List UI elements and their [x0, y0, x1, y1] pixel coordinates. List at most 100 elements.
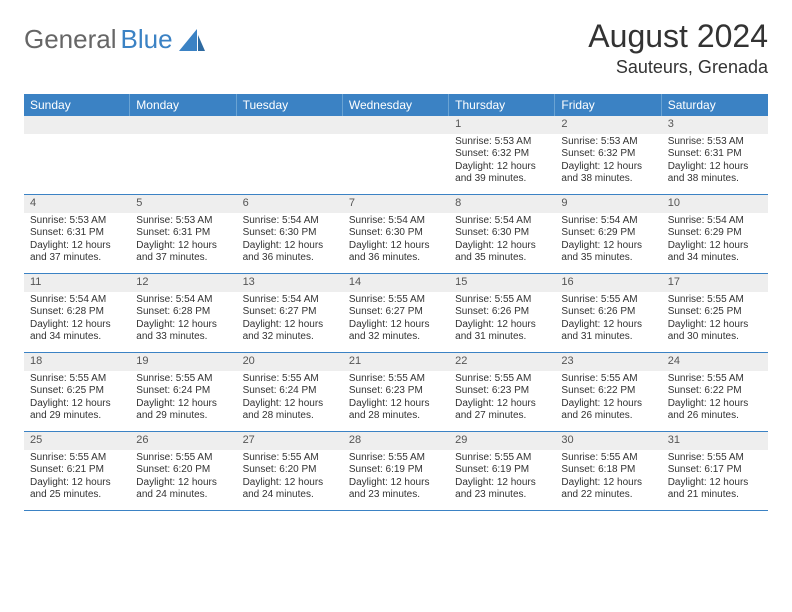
week-row: 11Sunrise: 5:54 AMSunset: 6:28 PMDayligh… [24, 274, 768, 353]
sunset-line: Sunset: 6:20 PM [136, 464, 230, 477]
day-body: Sunrise: 5:53 AMSunset: 6:31 PMDaylight:… [662, 134, 768, 190]
day-cell [130, 116, 236, 194]
daylight-line: Daylight: 12 hours and 28 minutes. [243, 398, 337, 423]
sunrise-line: Sunrise: 5:54 AM [668, 215, 762, 228]
day-body: Sunrise: 5:55 AMSunset: 6:27 PMDaylight:… [343, 292, 449, 348]
day-number: 8 [449, 195, 555, 213]
sunset-line: Sunset: 6:31 PM [668, 148, 762, 161]
day-number: 26 [130, 432, 236, 450]
day-number: 16 [555, 274, 661, 292]
day-body: Sunrise: 5:55 AMSunset: 6:23 PMDaylight:… [343, 371, 449, 427]
day-cell: 15Sunrise: 5:55 AMSunset: 6:26 PMDayligh… [449, 274, 555, 352]
day-body: Sunrise: 5:54 AMSunset: 6:28 PMDaylight:… [130, 292, 236, 348]
sunrise-line: Sunrise: 5:55 AM [349, 294, 443, 307]
day-number: 27 [237, 432, 343, 450]
week-row: 18Sunrise: 5:55 AMSunset: 6:25 PMDayligh… [24, 353, 768, 432]
daylight-line: Daylight: 12 hours and 24 minutes. [136, 477, 230, 502]
daylight-line: Daylight: 12 hours and 32 minutes. [243, 319, 337, 344]
day-body: Sunrise: 5:55 AMSunset: 6:21 PMDaylight:… [24, 450, 130, 506]
day-cell: 13Sunrise: 5:54 AMSunset: 6:27 PMDayligh… [237, 274, 343, 352]
weekday-header: Saturday [662, 94, 768, 116]
sunset-line: Sunset: 6:22 PM [561, 385, 655, 398]
sunrise-line: Sunrise: 5:54 AM [243, 215, 337, 228]
day-body: Sunrise: 5:55 AMSunset: 6:24 PMDaylight:… [237, 371, 343, 427]
day-body: Sunrise: 5:55 AMSunset: 6:19 PMDaylight:… [449, 450, 555, 506]
sunset-line: Sunset: 6:32 PM [561, 148, 655, 161]
sunrise-line: Sunrise: 5:55 AM [136, 373, 230, 386]
weekday-header: Monday [130, 94, 236, 116]
sunrise-line: Sunrise: 5:55 AM [136, 452, 230, 465]
daylight-line: Daylight: 12 hours and 29 minutes. [136, 398, 230, 423]
day-cell [24, 116, 130, 194]
day-number: 28 [343, 432, 449, 450]
week-row: 25Sunrise: 5:55 AMSunset: 6:21 PMDayligh… [24, 432, 768, 511]
day-cell: 26 Sunrise: 5:55 AMSunset: 6:20 PMDayligh… [130, 432, 236, 510]
daylight-line: Daylight: 12 hours and 21 minutes. [668, 477, 762, 502]
day-number: 22 [449, 353, 555, 371]
day-body: Sunrise: 5:54 AMSunset: 6:30 PMDaylight:… [343, 213, 449, 269]
sunset-line: Sunset: 6:27 PM [243, 306, 337, 319]
day-cell: 28Sunrise: 5:55 AMSunset: 6:19 PMDayligh… [343, 432, 449, 510]
page-title: August 2024 [588, 18, 768, 55]
day-number: 10 [662, 195, 768, 213]
daylight-line: Daylight: 12 hours and 27 minutes. [455, 398, 549, 423]
day-cell: 21Sunrise: 5:55 AMSunset: 6:23 PMDayligh… [343, 353, 449, 431]
day-body: Sunrise: 5:53 AMSunset: 6:32 PMDaylight:… [555, 134, 661, 190]
day-body [343, 134, 449, 140]
sunset-line: Sunset: 6:28 PM [136, 306, 230, 319]
daylight-line: Daylight: 12 hours and 31 minutes. [455, 319, 549, 344]
day-number: 15 [449, 274, 555, 292]
calendar: SundayMondayTuesdayWednesdayThursdayFrid… [24, 94, 768, 511]
daylight-line: Daylight: 12 hours and 23 minutes. [455, 477, 549, 502]
daylight-line: Daylight: 12 hours and 33 minutes. [136, 319, 230, 344]
day-number: 2 [555, 116, 661, 134]
day-body: Sunrise: 5:55 AMSunset: 6:25 PMDaylight:… [24, 371, 130, 427]
weekday-header: Wednesday [343, 94, 449, 116]
day-cell: 23Sunrise: 5:55 AMSunset: 6:22 PMDayligh… [555, 353, 661, 431]
title-block: August 2024 Sauteurs, Grenada [588, 18, 768, 78]
day-body: Sunrise: 5:53 AMSunset: 6:31 PMDaylight:… [130, 213, 236, 269]
sunset-line: Sunset: 6:30 PM [455, 227, 549, 240]
day-body [24, 134, 130, 140]
daylight-line: Daylight: 12 hours and 38 minutes. [668, 161, 762, 186]
daylight-line: Daylight: 12 hours and 38 minutes. [561, 161, 655, 186]
day-number: 6 [237, 195, 343, 213]
sunrise-line: Sunrise: 5:53 AM [561, 136, 655, 149]
weekday-header: Sunday [24, 94, 130, 116]
sunrise-line: Sunrise: 5:54 AM [455, 215, 549, 228]
sunrise-line: Sunrise: 5:53 AM [455, 136, 549, 149]
daylight-line: Daylight: 12 hours and 37 minutes. [30, 240, 124, 265]
logo-sail-icon [179, 29, 205, 51]
day-body [237, 134, 343, 140]
sunrise-line: Sunrise: 5:55 AM [561, 373, 655, 386]
sunset-line: Sunset: 6:29 PM [668, 227, 762, 240]
sunrise-line: Sunrise: 5:55 AM [561, 452, 655, 465]
day-body: Sunrise: 5:53 AMSunset: 6:32 PMDaylight:… [449, 134, 555, 190]
day-body: Sunrise: 5:55 AMSunset: 6:22 PMDaylight:… [555, 371, 661, 427]
daylight-line: Daylight: 12 hours and 22 minutes. [561, 477, 655, 502]
sunset-line: Sunset: 6:27 PM [349, 306, 443, 319]
day-cell: 3Sunrise: 5:53 AMSunset: 6:31 PMDaylight… [662, 116, 768, 194]
day-cell: 20Sunrise: 5:55 AMSunset: 6:24 PMDayligh… [237, 353, 343, 431]
daylight-line: Daylight: 12 hours and 32 minutes. [349, 319, 443, 344]
sunset-line: Sunset: 6:24 PM [136, 385, 230, 398]
day-body: Sunrise: 5:55 AMSunset: 6:20 PMDaylight:… [237, 450, 343, 506]
day-cell: 1Sunrise: 5:53 AMSunset: 6:32 PMDaylight… [449, 116, 555, 194]
day-body: Sunrise: 5:55 AMSunset: 6:24 PMDaylight:… [130, 371, 236, 427]
day-number: 24 [662, 353, 768, 371]
sunset-line: Sunset: 6:32 PM [455, 148, 549, 161]
day-cell [343, 116, 449, 194]
sunset-line: Sunset: 6:18 PM [561, 464, 655, 477]
day-number: 30 [555, 432, 661, 450]
logo: GeneralBlue [24, 18, 205, 55]
day-body: Sunrise: 5:54 AMSunset: 6:29 PMDaylight:… [662, 213, 768, 269]
weekday-header: Friday [555, 94, 661, 116]
logo-text-general: General [24, 24, 117, 55]
day-cell: 12Sunrise: 5:54 AMSunset: 6:28 PMDayligh… [130, 274, 236, 352]
daylight-line: Daylight: 12 hours and 30 minutes. [668, 319, 762, 344]
day-body: Sunrise: 5:54 AMSunset: 6:28 PMDaylight:… [24, 292, 130, 348]
weeks-container: 1Sunrise: 5:53 AMSunset: 6:32 PMDaylight… [24, 116, 768, 511]
daylight-line: Daylight: 12 hours and 24 minutes. [243, 477, 337, 502]
day-body: Sunrise: 5:55 AMSunset: 6:23 PMDaylight:… [449, 371, 555, 427]
daylight-line: Daylight: 12 hours and 36 minutes. [349, 240, 443, 265]
